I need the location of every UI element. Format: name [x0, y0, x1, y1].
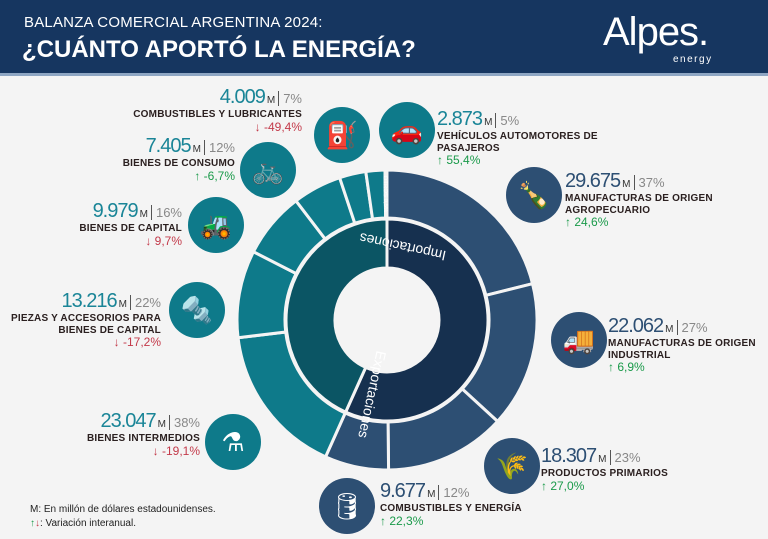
category-name: BIENES DE CAPITAL — [79, 223, 182, 234]
value: 29.675 — [565, 170, 621, 192]
unit: M — [598, 454, 607, 465]
category-label: 9.677 M 12% COMBUSTIBLES Y ENERGÍA ↑ 22,3% — [380, 480, 522, 528]
tractor-icon: 🚜 — [188, 197, 244, 253]
variation: ↑ 55,4% — [437, 153, 481, 167]
category-name: PIEZAS Y ACCESORIOS PARA BIENES DE CAPIT… — [11, 313, 162, 336]
share: 16% — [150, 205, 182, 220]
share: 5% — [495, 113, 520, 128]
share: 38% — [168, 415, 200, 430]
fuel-barrel-icon: 🛢 — [319, 478, 375, 534]
screw-icon: 🔩 — [169, 282, 225, 338]
variation: ↑ -6,7% — [194, 168, 235, 183]
value: 7.405 — [145, 135, 192, 157]
category-name: PRODUCTOS PRIMARIOS — [541, 468, 668, 479]
category-label: 7.405 M 12% BIENES DE CONSUMO ↑ -6,7% — [123, 135, 235, 183]
share: 27% — [676, 320, 708, 335]
alpes-logo: Alpes. energy — [603, 10, 713, 65]
page-title: ¿CUÁNTO APORTÓ LA ENERGÍA? — [22, 36, 416, 63]
header-subtitle: BALANZA COMERCIAL ARGENTINA 2024: — [24, 14, 323, 31]
wheat-icon: 🌾 — [484, 438, 540, 494]
flask-icon: ⚗ — [205, 414, 261, 470]
value: 9.979 — [92, 200, 139, 222]
value: 4.009 — [219, 86, 266, 108]
variation: ↑ 6,9% — [608, 360, 645, 374]
share: 7% — [278, 91, 302, 106]
otros-segment — [383, 168, 389, 220]
category-name: MANUFACTURAS DE ORIGEN INDUSTRIAL — [608, 338, 756, 361]
share: 23% — [609, 450, 641, 465]
unit: M — [665, 324, 674, 335]
variation: ↑ 24,6% — [565, 215, 609, 229]
jerrycan-icon: ⛽ — [314, 107, 370, 163]
variation: ↑ 22,3% — [380, 513, 424, 528]
category-label: 18.307 M 23% PRODUCTOS PRIMARIOS ↑ 27,0% — [541, 445, 668, 493]
value: 13.216 — [61, 290, 117, 312]
share: 37% — [633, 175, 665, 190]
variation: ↓ -19,1% — [152, 443, 200, 458]
variation: ↓ 9,7% — [145, 233, 182, 248]
share: 12% — [203, 140, 235, 155]
bicycle-icon: 🚲 — [240, 142, 296, 198]
category-label: 2.873 M 5% VEHÍCULOS AUTOMOTORES DE PASAJE… — [437, 108, 617, 168]
category-name: BIENES INTERMEDIOS — [86, 433, 200, 444]
category-label: 13.216 M 22% PIEZAS Y ACCESORIOS PARA BIEN… — [11, 290, 161, 350]
unit: M — [157, 419, 166, 430]
category-label: 22.062 M 27% MANUFACTURAS DE ORIGEN INDUST… — [608, 315, 768, 375]
unit: M — [192, 144, 201, 155]
value: 23.047 — [100, 410, 156, 432]
category-label: 29.675 M 37% MANUFACTURAS DE ORIGEN AGROPE… — [565, 170, 745, 230]
category-name: COMBUSTIBLES Y LUBRICANTES — [133, 109, 302, 120]
value: 18.307 — [541, 445, 597, 467]
bottle-icon: 🍾 — [506, 167, 562, 223]
variation: ↑ 27,0% — [541, 478, 585, 493]
car-icon: 🚗 — [379, 102, 435, 158]
value: 22.062 — [608, 315, 664, 337]
category-name: BIENES DE CONSUMO — [122, 158, 235, 169]
share: 12% — [438, 485, 470, 500]
category-name: VEHÍCULOS AUTOMOTORES DE PASAJEROS — [437, 131, 598, 154]
category-label: 4.009 M 7% COMBUSTIBLES Y LUBRICANTES ↓ -4… — [133, 86, 302, 134]
category-name: MANUFACTURAS DE ORIGEN AGROPECUARIO — [565, 193, 713, 216]
variation: ↓ -17,2% — [113, 335, 161, 349]
footnote: M: En millón de dólares estadounidenses.… — [30, 504, 216, 529]
unit: M — [266, 95, 276, 106]
category-name: COMBUSTIBLES Y ENERGÍA — [380, 503, 522, 514]
unit: M — [118, 299, 127, 310]
share: 22% — [129, 295, 161, 310]
truck-icon: 🚚 — [551, 312, 607, 368]
unit: M — [139, 209, 148, 220]
value: 2.873 — [437, 108, 483, 130]
category-label: 23.047 M 38% BIENES INTERMEDIOS ↓ -19,1% — [87, 410, 200, 458]
category-label: 9.979 M 16% BIENES DE CAPITAL ↓ 9,7% — [79, 200, 182, 248]
otros-label: OTROS 0,5% — [382, 176, 388, 213]
unit: M — [622, 179, 631, 190]
unit: M — [427, 489, 436, 500]
unit: M — [484, 117, 493, 128]
variation: ↓ -49,4% — [254, 119, 302, 134]
value: 9.677 — [380, 480, 426, 502]
header: BALANZA COMERCIAL ARGENTINA 2024: ¿CUÁNT… — [0, 0, 768, 76]
